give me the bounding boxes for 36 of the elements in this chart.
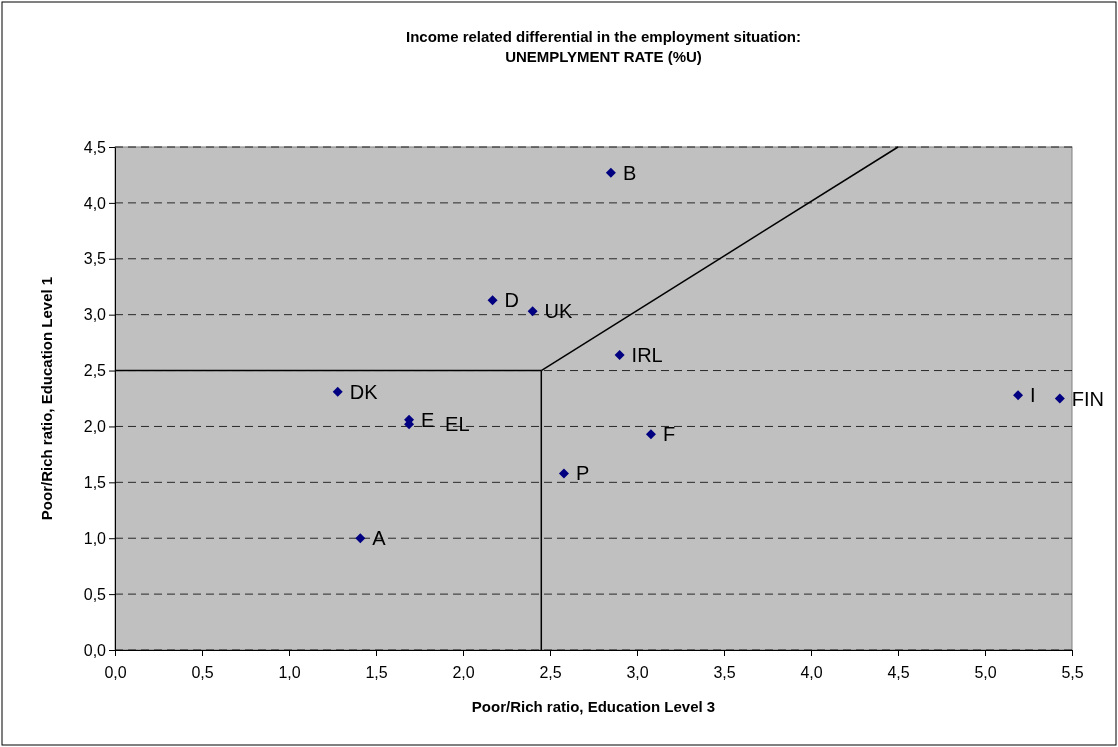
y-tick-label: 2,5 (83, 362, 107, 380)
x-tick-label: 3,5 (713, 664, 736, 682)
y-tick-label: 4,0 (83, 194, 107, 212)
annotation: E (421, 408, 435, 431)
y-tick-label: 3,0 (83, 306, 107, 324)
y-axis-title: Poor/Rich ratio, Education Level 1 (38, 276, 55, 521)
y-tick-label: 1,5 (83, 473, 107, 491)
annotation: A (372, 527, 387, 550)
x-tick-label: 4,5 (887, 664, 910, 682)
x-tick-label: 0,0 (104, 664, 127, 682)
y-tick-label: 3,5 (83, 250, 107, 268)
annotation: EL (445, 413, 470, 436)
annotation: B (622, 161, 637, 184)
y-tick-label: 0,5 (83, 585, 107, 603)
annotation: DK (349, 380, 379, 403)
annotation: FIN (1071, 387, 1105, 410)
x-tick-label: 5,5 (1061, 664, 1084, 682)
annotation: IRL (631, 343, 663, 366)
x-tick-label: 1,0 (278, 664, 301, 682)
y-tick-label: 4,5 (83, 138, 107, 156)
annotation: P (575, 462, 590, 485)
x-tick-label: 3,0 (626, 664, 649, 682)
x-axis-title: Poor/Rich ratio, Education Level 3 (471, 698, 716, 715)
x-tick-label: 1,5 (365, 664, 388, 682)
x-tick-label: 2,5 (539, 664, 562, 682)
annotation: D (504, 289, 520, 312)
x-tick-label: 5,0 (974, 664, 997, 682)
x-tick-label: 0,5 (191, 664, 214, 682)
x-tick-label: 4,0 (800, 664, 823, 682)
y-tick-label: 2,0 (83, 418, 107, 436)
chart-title: Income related differential in the employment situation: UNEMPLYMENT RATE (%U) (405, 28, 802, 65)
annotation: I (1030, 384, 1036, 407)
annotation: F (662, 423, 676, 446)
y-tick-label: 1,0 (83, 529, 107, 547)
x-tick-label: 2,0 (452, 664, 475, 682)
y-tick-label: 0,0 (83, 641, 107, 659)
